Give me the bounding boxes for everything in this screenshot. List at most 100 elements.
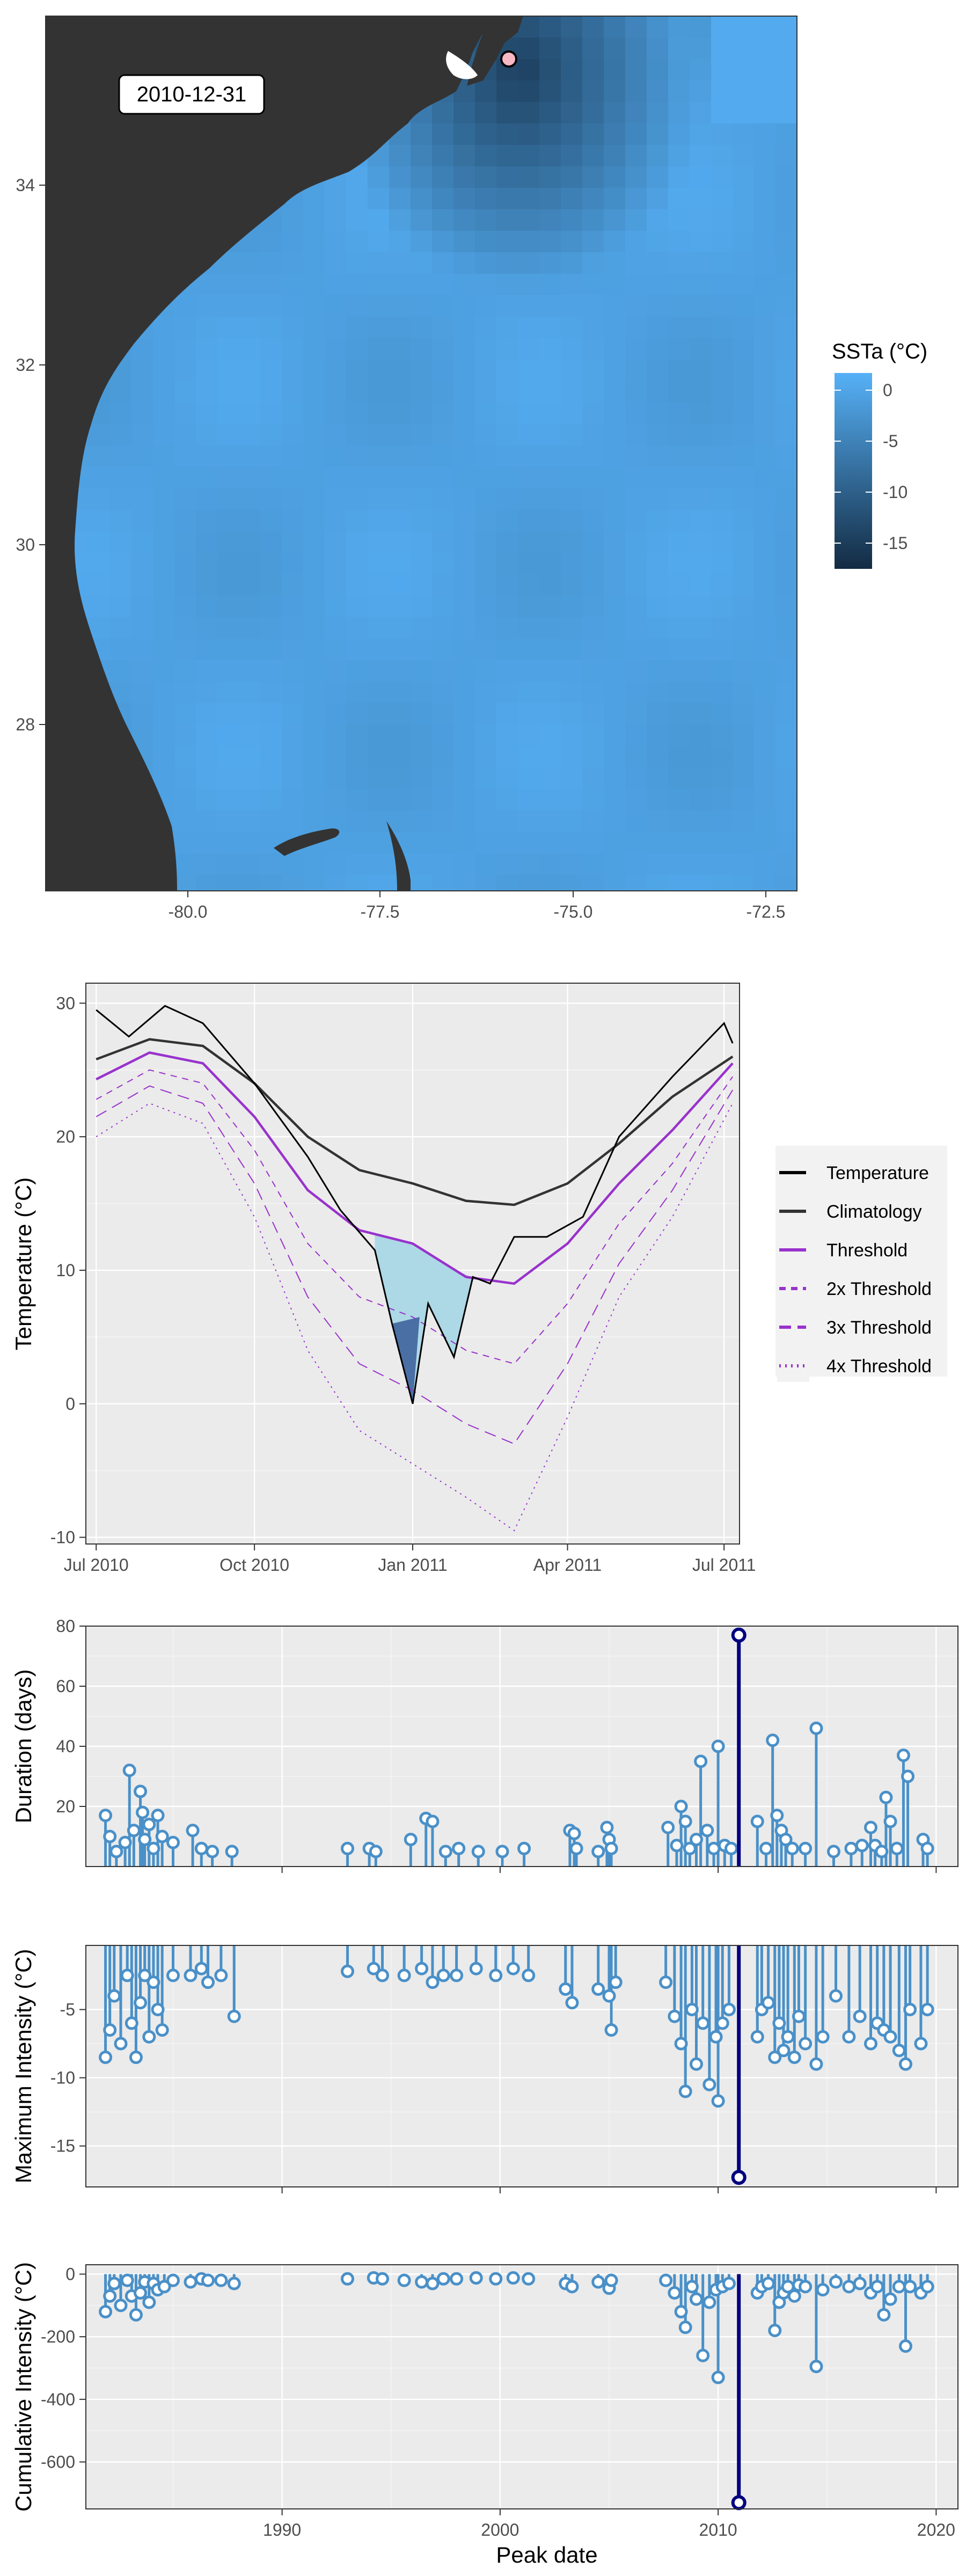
anomaly-cell [368,746,389,767]
anomaly-cell [239,617,260,639]
anomaly-cell [174,381,196,402]
anomaly-cell [411,123,432,145]
anomaly-cell [496,832,518,853]
anomaly-cell [239,510,260,531]
anomaly-cell [411,145,432,166]
anomaly-cell [346,317,368,338]
anomaly-cell [625,639,647,660]
anomaly-cell [604,510,625,531]
anomaly-cell [153,660,174,682]
anomaly-cell [131,467,153,488]
anomaly-cell [754,810,775,832]
anomaly-cell [453,166,475,188]
anomaly-cell [239,553,260,574]
lollipop-point [883,2292,897,2306]
anomaly-cell [733,188,754,209]
anomaly-cell [153,424,174,445]
anomaly-cell [561,166,582,188]
anomaly-cell [196,703,217,724]
anomaly-cell [647,274,668,295]
anomaly-cell [89,424,110,445]
y-tick-label: -15 [50,2136,75,2156]
anomaly-cell [647,102,668,123]
anomaly-cell [325,574,346,596]
anomaly-cell [754,660,775,682]
anomaly-cell [453,488,475,510]
anomaly-cell [389,596,411,617]
lollipop-point [147,1841,160,1855]
anomaly-cell [690,724,711,746]
anomaly-cell [711,16,733,38]
anomaly-cell [217,832,239,853]
lollipop-point [762,2277,775,2290]
anomaly-cell [582,596,604,617]
anomaly-cell [668,596,690,617]
anomaly-cell [539,510,561,531]
anomaly-cell [432,510,453,531]
anomaly-cell [496,724,518,746]
anomaly-cell [539,767,561,789]
anomaly-cell [475,724,496,746]
anomaly-cell [282,596,303,617]
anomaly-cell [754,832,775,853]
anomaly-cell [690,467,711,488]
anomaly-cell [754,639,775,660]
anomaly-cell [217,317,239,338]
lollipop-point [809,2360,823,2374]
anomaly-cell [325,188,346,209]
anomaly-cell [239,639,260,660]
anomaly-cell [453,767,475,789]
anomaly-cell [775,209,797,231]
anomaly-cell [217,574,239,596]
lollipop-point [142,1818,156,1832]
lollipop-point [914,2037,928,2051]
anomaly-cell [733,574,754,596]
anomaly-cell [453,853,475,875]
anomaly-cell [196,639,217,660]
anomaly-cell [282,746,303,767]
anomaly-cell [174,445,196,467]
anomaly-cell [647,510,668,531]
anomaly-cell [561,789,582,810]
lollipop-point [201,2273,215,2287]
temperature-y-axis-title: Temperature (°C) [11,1177,36,1351]
anomaly-cell [196,875,217,891]
anomaly-cell [325,724,346,746]
anomaly-cell [475,402,496,424]
anomaly-cell [453,574,475,596]
anomaly-cell [346,381,368,402]
anomaly-cell [690,102,711,123]
lollipop-point [711,1739,725,1753]
anomaly-cell [561,467,582,488]
anomaly-cell [604,574,625,596]
anomaly-cell [174,746,196,767]
anomaly-cell [754,80,775,102]
anomaly-cell [647,295,668,317]
sst-anomaly-map: 2010-12-31 -80.0 -77.5 -75.0 -72.5 34 32 30 28… [16,16,927,921]
anomaly-cell [625,166,647,188]
anomaly-cell [368,166,389,188]
anomaly-cell [733,338,754,360]
anomaly-cell [518,531,539,553]
anomaly-cell [196,402,217,424]
anomaly-cell [432,617,453,639]
anomaly-cell [690,381,711,402]
lollipop-point [762,1996,775,2010]
anomaly-cell [518,789,539,810]
anomaly-cell [131,703,153,724]
anomaly-cell [496,252,518,274]
anomaly-cell [131,724,153,746]
anomaly-cell [647,703,668,724]
anomaly-cell [411,231,432,252]
lollipop-point [799,2037,813,2051]
anomaly-cell [346,188,368,209]
anomaly-cell [582,424,604,445]
anomaly-cell [539,832,561,853]
anomaly-cell [368,703,389,724]
anomaly-cell [518,445,539,467]
anomaly-cell [647,639,668,660]
anomaly-cell [153,682,174,703]
anomaly-cell [754,510,775,531]
pamlico-barrier [446,51,478,79]
anomaly-cell [518,424,539,445]
